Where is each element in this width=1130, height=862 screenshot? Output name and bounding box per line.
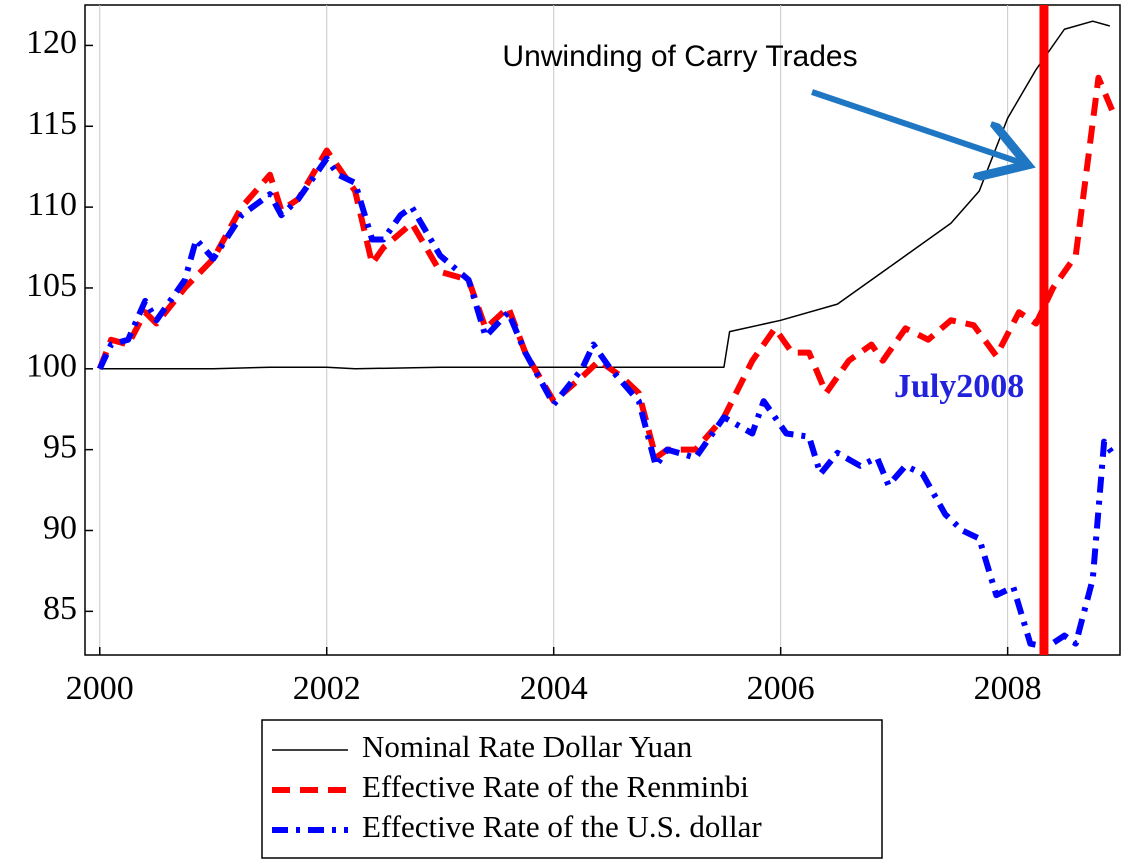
event-label: July2008 bbox=[894, 368, 1024, 405]
y-tick-label: 110 bbox=[27, 186, 77, 223]
x-tick-label: 2002 bbox=[293, 670, 361, 707]
y-tick-label: 100 bbox=[26, 348, 77, 385]
x-tick-label: 2004 bbox=[520, 670, 588, 707]
x-tick-label: 2008 bbox=[974, 670, 1042, 707]
series-line bbox=[96, 74, 1115, 461]
plot-frame bbox=[84, 4, 1121, 656]
y-tick-label: 95 bbox=[43, 428, 77, 465]
y-tick-label: 120 bbox=[26, 24, 77, 61]
y-tick-label: 85 bbox=[43, 590, 77, 627]
series-line bbox=[97, 155, 1118, 650]
legend-label: Effective Rate of the U.S. dollar bbox=[362, 809, 762, 844]
y-tick-label: 115 bbox=[27, 105, 77, 142]
series-line bbox=[99, 20, 1110, 370]
legend-label: Nominal Rate Dollar Yuan bbox=[362, 729, 693, 764]
x-tick-label: 2000 bbox=[66, 670, 134, 707]
x-tick-label: 2006 bbox=[747, 670, 815, 707]
y-tick-label: 105 bbox=[26, 267, 77, 304]
y-tick-label: 90 bbox=[43, 509, 77, 546]
annotation: Unwinding of Carry Trades bbox=[502, 40, 857, 73]
legend-label: Effective Rate of the Renminbi bbox=[362, 769, 749, 804]
annotation-arrow bbox=[811, 89, 1022, 163]
legend-box bbox=[261, 719, 883, 859]
